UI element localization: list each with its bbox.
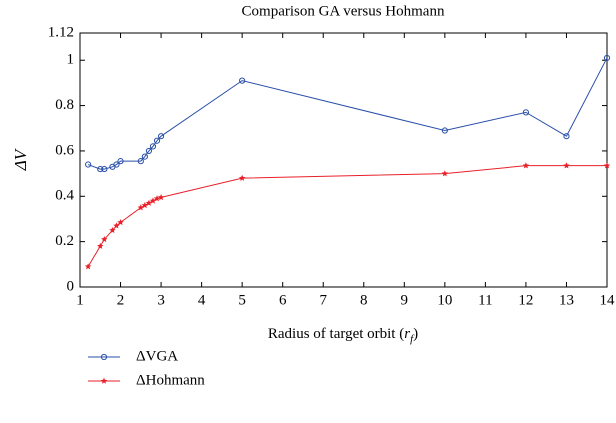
point (149, 143, 157, 150)
point (117, 218, 124, 226)
series-line (87, 57, 608, 170)
point (441, 170, 449, 177)
point (145, 199, 153, 206)
chart-title: Comparison GA versus Hohmann (242, 3, 445, 19)
point (97, 242, 104, 249)
x-tick-label: 4 (198, 292, 206, 308)
x-label-sub: f (410, 333, 415, 345)
point (238, 174, 246, 181)
point (157, 194, 165, 201)
point (113, 222, 120, 229)
x-tick-label: 7 (319, 292, 327, 308)
point (563, 133, 570, 140)
legend-label: ΔHohmann (136, 372, 205, 388)
x-tick-label: 11 (478, 292, 492, 308)
point (441, 127, 448, 134)
point (85, 161, 92, 168)
point (157, 133, 165, 140)
x-tick-label: 8 (360, 292, 368, 308)
y-tick-label: 0.4 (55, 188, 74, 204)
point (101, 235, 108, 243)
x-label-close: ) (413, 326, 418, 342)
point (522, 162, 530, 169)
y-tick-label: 0 (67, 278, 75, 294)
x-tick-label: 9 (401, 292, 409, 308)
point (141, 153, 148, 160)
point (603, 54, 611, 62)
point (109, 226, 116, 234)
y-axis-label: ΔV (11, 147, 30, 171)
point (239, 77, 246, 84)
point (137, 158, 144, 165)
point (100, 353, 108, 361)
x-tick-label: 5 (238, 292, 246, 308)
point (149, 197, 157, 204)
x-tick-label: 12 (518, 292, 533, 308)
y-tick-label: 0.6 (55, 142, 74, 158)
point (137, 204, 145, 211)
y-tick-label: 1 (67, 52, 75, 68)
point (117, 158, 124, 165)
x-tick-label: 14 (600, 292, 616, 308)
point (84, 263, 92, 270)
y-tick-label: 0.2 (55, 233, 74, 249)
point (100, 377, 108, 384)
point (153, 137, 161, 144)
point (113, 161, 120, 168)
x-tick-label: 3 (157, 292, 165, 308)
point (153, 195, 161, 202)
x-axis-label: Radius of target orbit (rf) (268, 326, 418, 344)
point (522, 109, 530, 116)
plot-frame (79, 32, 608, 288)
x-tick-label: 13 (559, 292, 574, 308)
legend-label: ΔVGA (136, 348, 178, 364)
series-line (87, 165, 607, 267)
point (101, 165, 108, 173)
point (563, 162, 570, 169)
point (141, 201, 149, 209)
x-label-var: r (404, 326, 410, 342)
x-label-text: Radius of target orbit ( (268, 326, 404, 342)
x-tick-label: 2 (117, 292, 125, 308)
point (97, 165, 104, 173)
point (603, 162, 611, 169)
point (145, 147, 153, 155)
x-tick-label: 10 (437, 292, 452, 308)
y-tick-label: 0.8 (55, 97, 74, 113)
x-tick-label: 6 (279, 292, 287, 308)
y-tick-label: 1.12 (48, 24, 74, 40)
x-tick-label: 1 (76, 292, 84, 308)
